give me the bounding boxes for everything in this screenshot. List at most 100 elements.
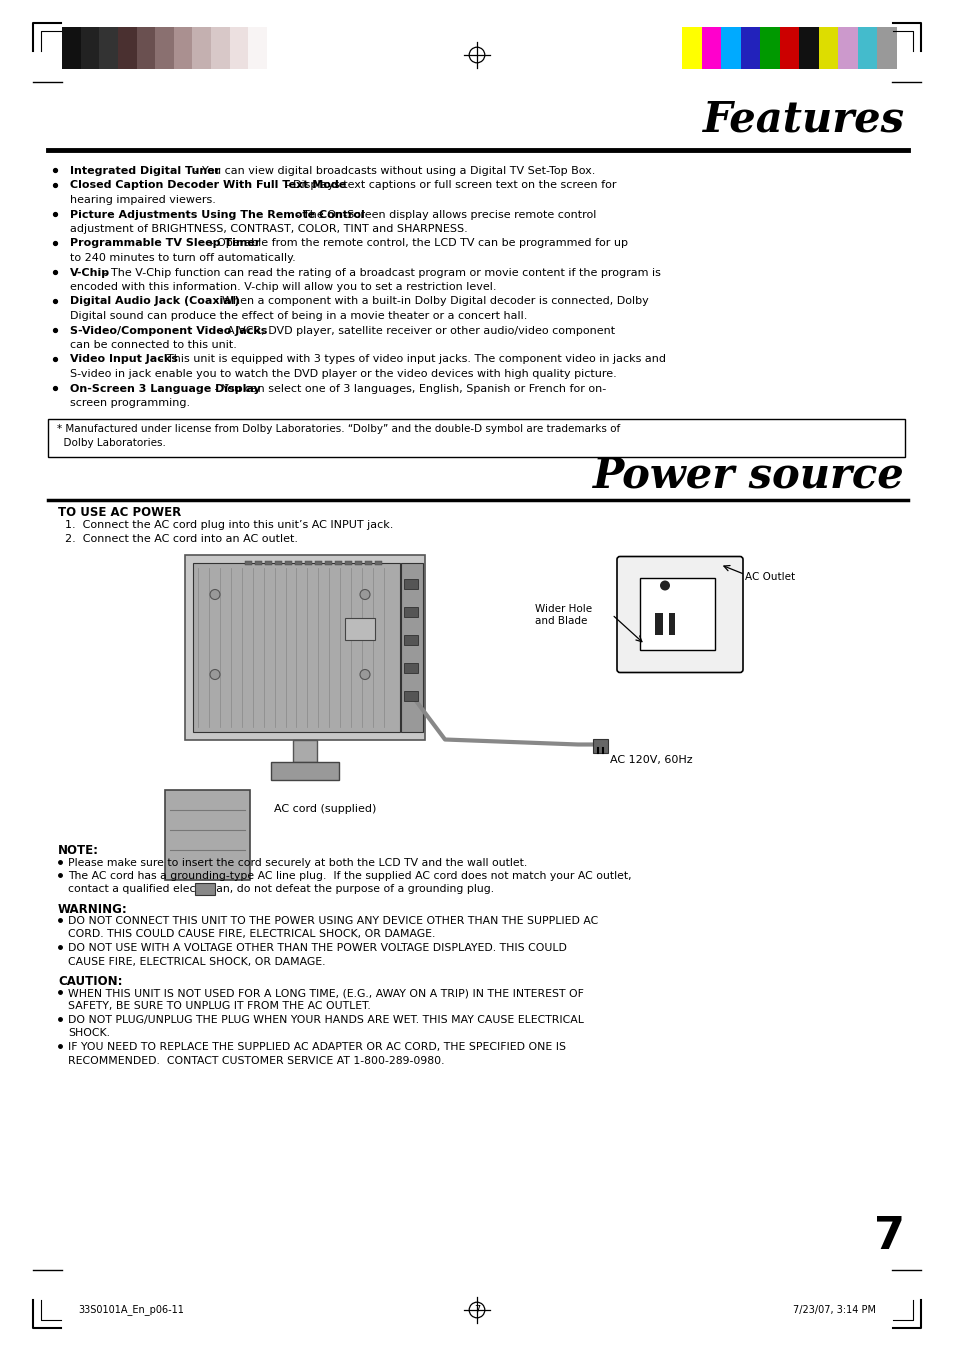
Bar — [285, 561, 292, 565]
Text: screen programming.: screen programming. — [70, 399, 190, 408]
Bar — [639, 577, 714, 650]
Bar — [62, 27, 81, 69]
Text: S-video in jack enable you to watch the DVD player or the video devices with hig: S-video in jack enable you to watch the … — [70, 369, 616, 380]
Text: SHOCK.: SHOCK. — [68, 1028, 110, 1039]
Text: On-Screen 3 Language Display: On-Screen 3 Language Display — [70, 384, 260, 393]
Text: The AC cord has a grounding-type AC line plug.  If the supplied AC cord does not: The AC cord has a grounding-type AC line… — [68, 871, 631, 881]
Bar — [593, 739, 607, 753]
Bar — [193, 562, 399, 731]
Bar — [194, 882, 214, 894]
Text: CAUSE FIRE, ELECTRICAL SHOCK, OR DAMAGE.: CAUSE FIRE, ELECTRICAL SHOCK, OR DAMAGE. — [68, 957, 325, 966]
Bar — [48, 419, 904, 457]
Bar — [740, 27, 760, 69]
Bar — [799, 27, 818, 69]
Text: - The V-Chip function can read the rating of a broadcast program or movie conten: - The V-Chip function can read the ratin… — [100, 267, 660, 277]
Bar — [230, 27, 248, 69]
Text: - Displays text captions or full screen text on the screen for: - Displays text captions or full screen … — [282, 181, 616, 190]
Bar — [271, 762, 338, 780]
Circle shape — [359, 589, 370, 600]
Bar — [193, 27, 211, 69]
Bar — [403, 635, 417, 644]
Bar — [877, 27, 896, 69]
Text: IF YOU NEED TO REPLACE THE SUPPLIED AC ADAPTER OR AC CORD, THE SPECIFIED ONE IS: IF YOU NEED TO REPLACE THE SUPPLIED AC A… — [68, 1042, 565, 1052]
Bar — [136, 27, 155, 69]
Text: 7: 7 — [474, 1305, 479, 1315]
Bar — [165, 789, 250, 880]
Text: contact a qualified electrician, do not defeat the purpose of a grounding plug.: contact a qualified electrician, do not … — [68, 885, 494, 894]
Bar — [81, 27, 99, 69]
Text: CORD. THIS COULD CAUSE FIRE, ELECTRICAL SHOCK, OR DAMAGE.: CORD. THIS COULD CAUSE FIRE, ELECTRICAL … — [68, 929, 435, 939]
Bar — [403, 662, 417, 673]
Bar — [403, 578, 417, 589]
Text: RECOMMENDED.  CONTACT CUSTOMER SERVICE AT 1-800-289-0980.: RECOMMENDED. CONTACT CUSTOMER SERVICE AT… — [68, 1055, 444, 1066]
Text: 2.  Connect the AC cord into an AC outlet.: 2. Connect the AC cord into an AC outlet… — [65, 534, 297, 543]
Text: WARNING:: WARNING: — [58, 902, 128, 916]
Text: Please make sure to insert the cord securely at both the LCD TV and the wall out: Please make sure to insert the cord secu… — [68, 858, 527, 867]
Text: 33S0101A_En_p06-11: 33S0101A_En_p06-11 — [78, 1305, 184, 1316]
Bar — [838, 27, 857, 69]
Text: can be connected to this unit.: can be connected to this unit. — [70, 340, 236, 350]
Text: - This unit is equipped with 3 types of video input jacks. The component video i: - This unit is equipped with 3 types of … — [155, 354, 665, 365]
Bar — [760, 27, 779, 69]
Bar — [668, 612, 675, 635]
Text: 1.  Connect the AC cord plug into this unit’s AC INPUT jack.: 1. Connect the AC cord plug into this un… — [65, 520, 393, 531]
Bar — [325, 561, 332, 565]
Bar — [403, 607, 417, 616]
Text: Picture Adjustments Using The Remote Control: Picture Adjustments Using The Remote Con… — [70, 209, 364, 219]
Text: DO NOT USE WITH A VOLTAGE OTHER THAN THE POWER VOLTAGE DISPLAYED. THIS COULD: DO NOT USE WITH A VOLTAGE OTHER THAN THE… — [68, 943, 566, 952]
Text: to 240 minutes to turn off automatically.: to 240 minutes to turn off automatically… — [70, 253, 295, 263]
Text: Features: Features — [702, 99, 904, 141]
Circle shape — [210, 670, 220, 680]
Bar — [345, 617, 375, 639]
Text: S-Video/Component Video Jacks: S-Video/Component Video Jacks — [70, 326, 267, 335]
Bar — [211, 27, 230, 69]
Bar — [700, 27, 720, 69]
Bar — [818, 27, 838, 69]
Circle shape — [659, 581, 669, 590]
Bar — [248, 27, 267, 69]
Bar — [779, 27, 799, 69]
Text: Digital sound can produce the effect of being in a movie theater or a concert ha: Digital sound can produce the effect of … — [70, 311, 527, 322]
Text: - When a component with a built-in Dolby Digital decoder is connected, Dolby: - When a component with a built-in Dolby… — [212, 296, 648, 307]
Text: 7: 7 — [873, 1215, 904, 1258]
Bar — [294, 561, 302, 565]
Text: - A VCR, DVD player, satellite receiver or other audio/video component: - A VCR, DVD player, satellite receiver … — [216, 326, 615, 335]
Bar — [314, 561, 322, 565]
Text: Wider Hole
and Blade: Wider Hole and Blade — [535, 604, 592, 626]
Bar — [857, 27, 877, 69]
Text: CAUTION:: CAUTION: — [58, 975, 122, 988]
Bar — [400, 562, 422, 731]
Bar — [355, 561, 361, 565]
Text: hearing impaired viewers.: hearing impaired viewers. — [70, 195, 215, 205]
Text: * Manufactured under license from Dolby Laboratories. “Dolby” and the double-D s: * Manufactured under license from Dolby … — [57, 423, 619, 434]
Bar — [245, 561, 252, 565]
Text: Video Input Jacks: Video Input Jacks — [70, 354, 177, 365]
Text: encoded with this information. V-chip will allow you to set a restriction level.: encoded with this information. V-chip wi… — [70, 282, 496, 292]
Text: AC cord (supplied): AC cord (supplied) — [274, 804, 375, 815]
Bar — [345, 561, 352, 565]
Bar — [375, 561, 381, 565]
Bar — [173, 27, 193, 69]
Text: - You can view digital broadcasts without using a Digital TV Set-Top Box.: - You can view digital broadcasts withou… — [191, 166, 595, 176]
Bar — [403, 690, 417, 701]
Text: TO USE AC POWER: TO USE AC POWER — [58, 507, 181, 520]
Text: adjustment of BRIGHTNESS, CONTRAST, COLOR, TINT and SHARPNESS.: adjustment of BRIGHTNESS, CONTRAST, COLO… — [70, 224, 467, 234]
Text: DO NOT CONNECT THIS UNIT TO THE POWER USING ANY DEVICE OTHER THAN THE SUPPLIED A: DO NOT CONNECT THIS UNIT TO THE POWER US… — [68, 916, 598, 925]
Bar — [305, 561, 312, 565]
Circle shape — [210, 589, 220, 600]
FancyBboxPatch shape — [617, 557, 742, 673]
Bar — [118, 27, 136, 69]
Bar — [99, 27, 118, 69]
Bar — [274, 561, 282, 565]
Text: WHEN THIS UNIT IS NOT USED FOR A LONG TIME, (E.G., AWAY ON A TRIP) IN THE INTERE: WHEN THIS UNIT IS NOT USED FOR A LONG TI… — [68, 988, 583, 998]
Bar — [185, 554, 424, 739]
Text: Digital Audio Jack (Coaxial): Digital Audio Jack (Coaxial) — [70, 296, 239, 307]
Text: AC 120V, 60Hz: AC 120V, 60Hz — [609, 754, 692, 765]
Text: Power source: Power source — [593, 454, 904, 497]
Bar — [155, 27, 173, 69]
Bar — [335, 561, 341, 565]
Text: Programmable TV Sleep Timer: Programmable TV Sleep Timer — [70, 239, 260, 249]
Bar — [655, 612, 662, 635]
Text: - Operable from the remote control, the LCD TV can be programmed for up: - Operable from the remote control, the … — [206, 239, 628, 249]
Text: Integrated Digital Tuner: Integrated Digital Tuner — [70, 166, 220, 176]
